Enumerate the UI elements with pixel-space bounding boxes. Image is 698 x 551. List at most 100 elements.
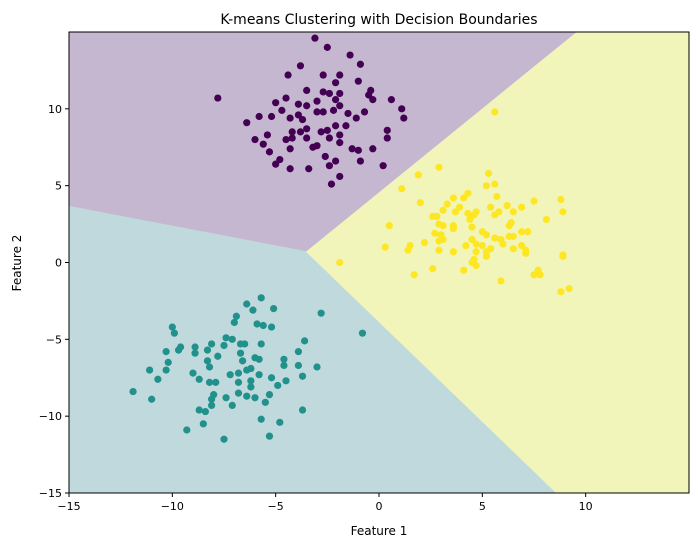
data-point-cluster-1	[183, 426, 191, 434]
data-point-cluster-2	[503, 202, 511, 210]
y-tick-label: −10	[39, 410, 62, 423]
data-point-cluster-1	[220, 435, 228, 443]
data-point-cluster-0	[282, 135, 290, 144]
data-point-cluster-0	[327, 180, 336, 188]
data-point-cluster-0	[354, 77, 362, 85]
data-point-cluster-1	[294, 361, 302, 370]
data-point-cluster-2	[491, 211, 499, 219]
y-tick-label: −5	[46, 333, 62, 346]
data-point-cluster-0	[311, 34, 319, 42]
data-point-cluster-2	[509, 208, 517, 216]
data-point-cluster-1	[201, 407, 209, 416]
data-point-cluster-0	[288, 128, 296, 136]
data-point-cluster-0	[319, 71, 327, 79]
data-point-cluster-0	[336, 89, 344, 98]
data-point-cluster-2	[557, 288, 565, 296]
data-point-cluster-1	[189, 369, 197, 377]
data-point-cluster-0	[298, 115, 307, 124]
data-point-cluster-0	[400, 114, 408, 122]
data-point-cluster-1	[257, 294, 265, 302]
data-point-cluster-1	[255, 355, 263, 363]
data-point-cluster-1	[129, 387, 137, 396]
data-point-cluster-2	[443, 200, 451, 208]
data-point-cluster-1	[195, 375, 203, 383]
data-point-cluster-1	[214, 352, 222, 360]
data-point-cluster-1	[205, 378, 214, 386]
data-point-cluster-2	[460, 266, 468, 274]
data-point-cluster-2	[449, 248, 457, 256]
data-point-cluster-1	[274, 381, 282, 390]
data-point-cluster-1	[249, 306, 257, 314]
data-point-cluster-1	[236, 349, 245, 357]
data-point-cluster-0	[278, 106, 286, 114]
data-point-cluster-1	[208, 395, 216, 403]
data-point-cluster-2	[381, 243, 389, 251]
data-point-cluster-0	[369, 145, 377, 153]
data-point-cluster-2	[464, 209, 472, 217]
data-point-cluster-1	[257, 340, 265, 348]
data-point-cluster-1	[294, 348, 302, 356]
data-point-cluster-1	[220, 341, 228, 350]
data-point-cluster-1	[251, 394, 259, 402]
data-point-cluster-0	[336, 102, 344, 110]
data-point-cluster-0	[317, 128, 325, 136]
data-point-cluster-2	[431, 229, 439, 237]
data-point-cluster-2	[491, 108, 499, 116]
data-point-cluster-0	[272, 99, 280, 107]
data-point-cluster-2	[491, 234, 499, 242]
data-point-cluster-0	[332, 157, 340, 165]
data-point-cluster-2	[472, 240, 480, 248]
data-point-cluster-0	[356, 157, 364, 165]
data-point-cluster-1	[226, 371, 234, 379]
data-point-cluster-2	[524, 228, 532, 236]
data-point-cluster-2	[439, 206, 447, 214]
x-tick-label: 0	[376, 500, 383, 513]
data-point-cluster-1	[253, 320, 261, 328]
data-point-cluster-2	[462, 241, 470, 250]
y-tick-label: 0	[55, 257, 62, 270]
x-axis: −15 −10 −5 0 5 10	[57, 493, 593, 513]
data-point-cluster-0	[276, 155, 284, 164]
data-point-cluster-2	[449, 225, 457, 233]
data-point-cluster-0	[354, 146, 362, 154]
x-axis-label: Feature 1	[351, 524, 408, 538]
data-point-cluster-0	[344, 109, 352, 118]
data-point-cluster-0	[305, 165, 313, 173]
data-point-cluster-2	[518, 203, 526, 211]
data-point-cluster-2	[435, 163, 443, 171]
data-point-cluster-0	[255, 112, 263, 121]
data-point-cluster-2	[416, 198, 424, 207]
data-point-cluster-2	[493, 192, 501, 201]
data-point-cluster-2	[478, 241, 486, 250]
x-tick-label: 5	[479, 500, 486, 513]
data-point-cluster-0	[282, 94, 290, 102]
data-point-cluster-1	[243, 300, 251, 308]
data-point-cluster-0	[321, 152, 329, 161]
data-point-cluster-0	[383, 126, 391, 134]
data-point-cluster-2	[470, 211, 478, 219]
y-axis-label: Feature 2	[10, 235, 24, 292]
data-point-cluster-2	[497, 277, 505, 285]
data-point-cluster-0	[342, 122, 350, 130]
data-point-cluster-2	[472, 261, 480, 270]
data-point-cluster-2	[406, 241, 414, 250]
data-point-cluster-0	[356, 60, 364, 68]
data-point-cluster-1	[205, 363, 214, 371]
data-point-cluster-1	[228, 335, 236, 343]
data-point-cluster-2	[557, 195, 565, 204]
data-point-cluster-2	[420, 238, 429, 247]
data-point-cluster-0	[259, 140, 267, 148]
data-point-cluster-2	[482, 182, 491, 190]
data-point-cluster-2	[464, 189, 472, 197]
data-point-cluster-1	[170, 329, 178, 337]
data-point-cluster-0	[284, 71, 292, 79]
data-point-cluster-2	[429, 265, 437, 273]
data-point-cluster-2	[336, 258, 344, 267]
data-point-cluster-1	[212, 378, 220, 386]
data-point-cluster-0	[286, 145, 294, 153]
data-point-cluster-2	[518, 241, 526, 250]
data-point-cluster-2	[509, 245, 517, 253]
data-point-cluster-2	[482, 252, 491, 260]
data-point-cluster-2	[491, 180, 499, 188]
